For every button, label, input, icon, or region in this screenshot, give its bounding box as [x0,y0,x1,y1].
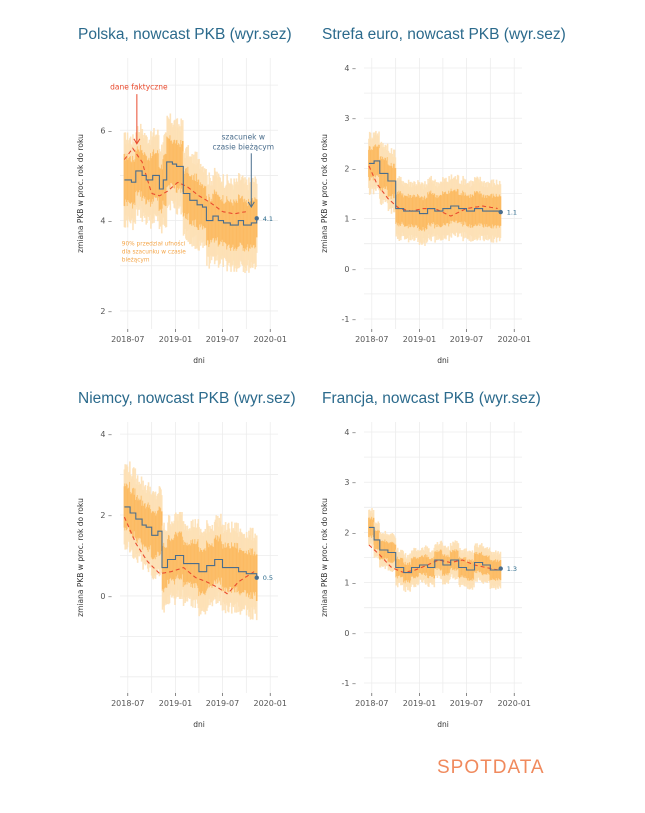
annotation-band: 90% przedział ufności [122,240,186,247]
annotation-band: dla szacunku w czasie [122,249,187,255]
y-axis-title: zmiana PKB w proc. rok do roku [76,498,85,617]
y-tick-label: 1 – [344,579,356,588]
x-tick-label: 2019-07 [450,699,483,708]
annotation-actual: dane faktyczne [110,83,168,92]
chart-plot-france: 1.3 -1 – 0 – 1 – 2 – 3 – 4 – 2018-07 2019-01 2019… [320,422,531,729]
x-tick-label: 2018-07 [355,699,388,708]
confidence-band [368,508,502,593]
annotation-band: bieżącym [122,257,150,263]
x-tick-label: 2018-07 [111,335,144,344]
y-tick-label: 4 – [100,217,112,226]
end-value-label: 0.5 [263,574,273,582]
y-tick-label: 4 – [344,428,356,437]
x-axis-title: dni [437,356,449,365]
annotation-arrowhead [133,138,141,145]
x-tick-label: 2020-01 [497,335,530,344]
chart-title: Francja, nowcast PKB (wyr.sez) [322,390,541,407]
end-value-label: 4.1 [263,215,273,223]
y-tick-label: 4 – [100,430,112,439]
y-tick-label: 6 – [100,126,112,135]
chart-title: Polska, nowcast PKB (wyr.sez) [78,26,292,43]
x-tick-label: 2020-01 [497,699,530,708]
nowcast-line [368,160,502,215]
y-axis-title: zmiana PKB w proc. rok do roku [320,498,329,617]
chart-plot-eurozone: 1.1 -1 – 0 – 1 – 2 – 3 – 4 – 2018-07 2019-01 2019… [320,58,531,365]
end-value-label: 1.1 [507,209,517,217]
x-axis-title: dni [193,356,205,365]
chart-plot-germany: 0.5 0 – 2 – 4 – 2018-07 2019-01 2019-07 2020-01… [76,422,287,729]
annotation-nowcast: czasie bieżącym [213,142,275,151]
y-tick-label: -1 – [341,315,356,324]
nowcast-line [368,526,502,574]
end-point [254,575,259,580]
x-tick-label: 2019-01 [403,699,436,708]
x-tick-label: 2019-07 [206,699,239,708]
chart-title: Strefa euro, nowcast PKB (wyr.sez) [322,26,566,43]
end-value-label: 1.3 [507,565,517,573]
y-tick-label: 2 – [344,528,356,537]
annotation-arrowhead [247,201,255,209]
x-tick-label: 2019-01 [159,335,192,344]
y-tick-label: 1 – [344,215,356,224]
actual-line [123,516,255,595]
y-tick-label: 0 – [344,629,356,638]
y-tick-label: 0 – [100,592,112,601]
nowcast-line [124,161,258,226]
y-tick-label: 0 – [344,265,356,274]
end-point [498,209,503,215]
y-tick-label: -1 – [341,679,356,688]
x-tick-label: 2019-01 [403,335,436,344]
y-tick-label: 4 – [344,64,356,73]
annotation-nowcast: szacunek w [222,132,266,141]
confidence-band [368,130,502,246]
nowcast-line [124,506,258,578]
x-tick-label: 2018-07 [111,699,144,708]
y-axis-title: zmiana PKB w proc. rok do roku [320,134,329,253]
x-tick-label: 2019-01 [159,699,192,708]
x-axis-title: dni [437,720,449,729]
end-point [498,566,503,571]
y-tick-label: 2 – [100,511,112,520]
x-tick-label: 2019-07 [206,335,239,344]
y-tick-label: 3 – [344,478,356,487]
chart-title: Niemcy, nowcast PKB (wyr.sez) [78,390,296,407]
end-point [254,216,259,221]
x-tick-label: 2018-07 [355,335,388,344]
chart-plot-poland: 4.1 2 – 4 – 6 – 2018-07 2019-01 2019-07 2020-01… [76,58,287,365]
actual-line [368,544,498,573]
x-tick-label: 2020-01 [253,699,286,708]
y-tick-label: 3 – [344,114,356,123]
x-axis-title: dni [193,720,205,729]
x-tick-label: 2019-07 [450,335,483,344]
x-tick-label: 2020-01 [253,335,286,344]
y-axis-title: zmiana PKB w proc. rok do roku [76,134,85,253]
spotdata-logo: SPOTDATA [437,757,545,778]
y-tick-label: 2 – [100,307,112,316]
y-tick-label: 2 – [344,164,356,173]
